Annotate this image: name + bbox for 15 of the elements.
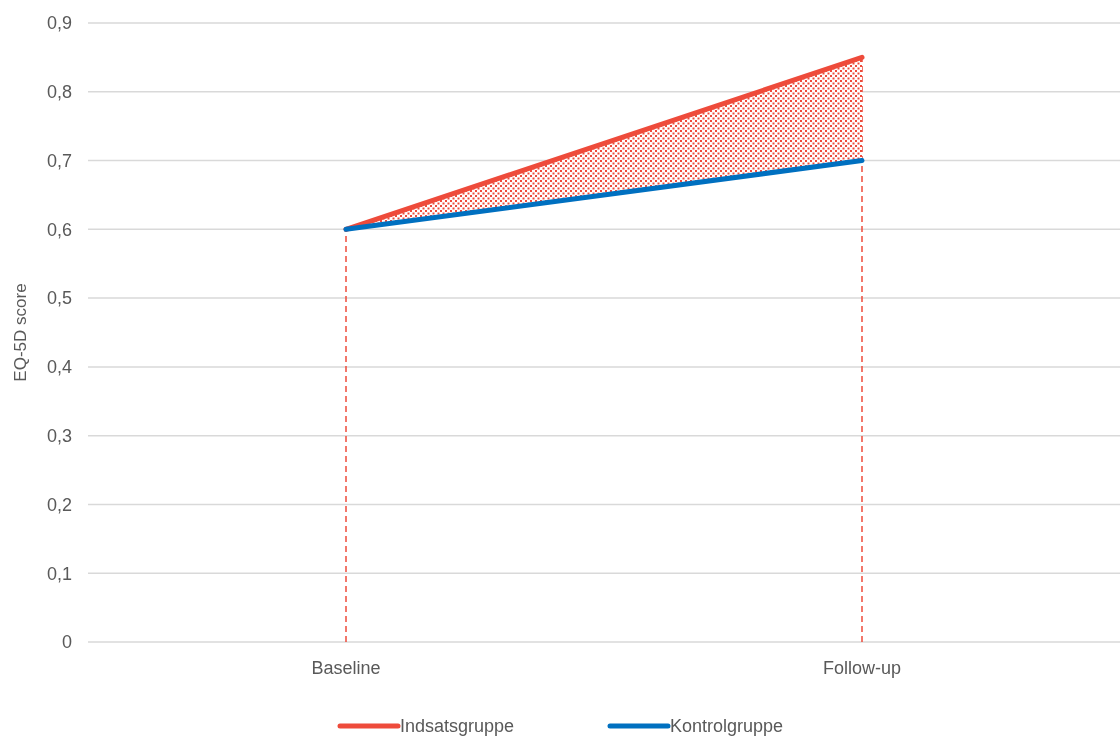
y-tick-label: 0,3 [46,425,72,446]
legend-label: Kontrolgruppe [670,716,784,736]
y-tick-label: 0,6 [46,219,72,240]
y-tick-label: 0,4 [46,357,72,378]
y-tick-label: 0,2 [46,494,72,515]
y-tick-label: 0,9 [46,13,72,34]
x-tick-label: Follow-up [822,658,902,678]
y-tick-label: 0,1 [46,563,72,584]
y-axis-title: EQ-5D score [11,283,30,382]
x-tick-label: Baseline [311,658,381,678]
y-tick-label: 0,8 [46,82,72,103]
y-tick-label: 0 [61,632,72,653]
y-tick-label: 0,7 [46,150,72,171]
legend-label: Indsatsgruppe [400,716,515,736]
y-tick-label: 0,5 [46,288,72,309]
